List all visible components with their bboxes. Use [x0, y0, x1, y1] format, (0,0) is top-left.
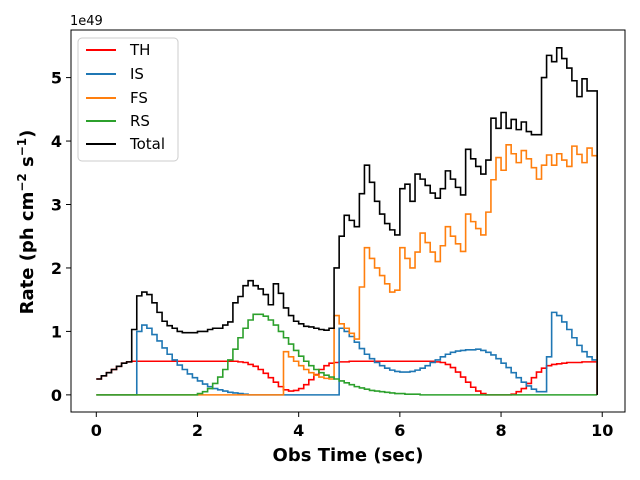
y-axis-title: Rate (ph cm−2 s−1) — [15, 130, 38, 315]
legend-entry-total: Total — [86, 135, 165, 153]
legend-entry-is: IS — [86, 65, 144, 83]
axes-layer: 0 2 4 6 8 10 0 1 2 3 4 5 — [51, 29, 626, 440]
x-tick-label: 8 — [495, 421, 506, 440]
series-line-th — [96, 360, 598, 396]
legend: TH IS FS RS Total — [77, 37, 179, 162]
legend-label-total: Total — [129, 135, 165, 153]
legend-label-is: IS — [130, 65, 144, 83]
x-axis-title: Obs Time (sec) — [273, 445, 424, 466]
x-tick-label: 2 — [192, 421, 203, 440]
y-tick-label: 1 — [51, 322, 62, 341]
legend-label-rs: RS — [130, 112, 150, 130]
legend-label-th: TH — [129, 41, 150, 59]
legend-label-fs: FS — [130, 89, 148, 107]
y-axis-title-exp2: −1 — [15, 138, 29, 156]
series-layer — [96, 46, 598, 396]
series-line-is — [96, 311, 598, 396]
y-tick-label: 3 — [51, 196, 62, 215]
x-tick-label: 0 — [91, 421, 102, 440]
series-line-total — [96, 46, 598, 395]
legend-frame — [77, 37, 179, 162]
y-tick-label: 4 — [51, 132, 62, 151]
legend-entry-rs: RS — [86, 112, 150, 130]
y-axis-title-exp1: −2 — [15, 173, 29, 191]
plot-frame — [70, 29, 626, 413]
y-axis-title-mid: s — [17, 156, 38, 173]
series-line-fs — [96, 144, 598, 396]
legend-entry-th: TH — [86, 41, 150, 59]
legend-entry-fs: FS — [86, 89, 148, 107]
y-axis-title-end: ) — [17, 130, 38, 138]
y-tick-label: 5 — [51, 69, 62, 88]
x-tick-label: 4 — [293, 421, 304, 440]
y-tick-label: 2 — [51, 259, 62, 278]
y-axis-title-main: Rate (ph cm — [17, 192, 38, 315]
x-tick-label: 6 — [394, 421, 405, 440]
y-offset-label: 1e49 — [70, 14, 103, 29]
series-line-rs — [96, 313, 598, 396]
y-tick-label: 0 — [51, 386, 62, 405]
x-tick-label: 10 — [591, 421, 613, 440]
